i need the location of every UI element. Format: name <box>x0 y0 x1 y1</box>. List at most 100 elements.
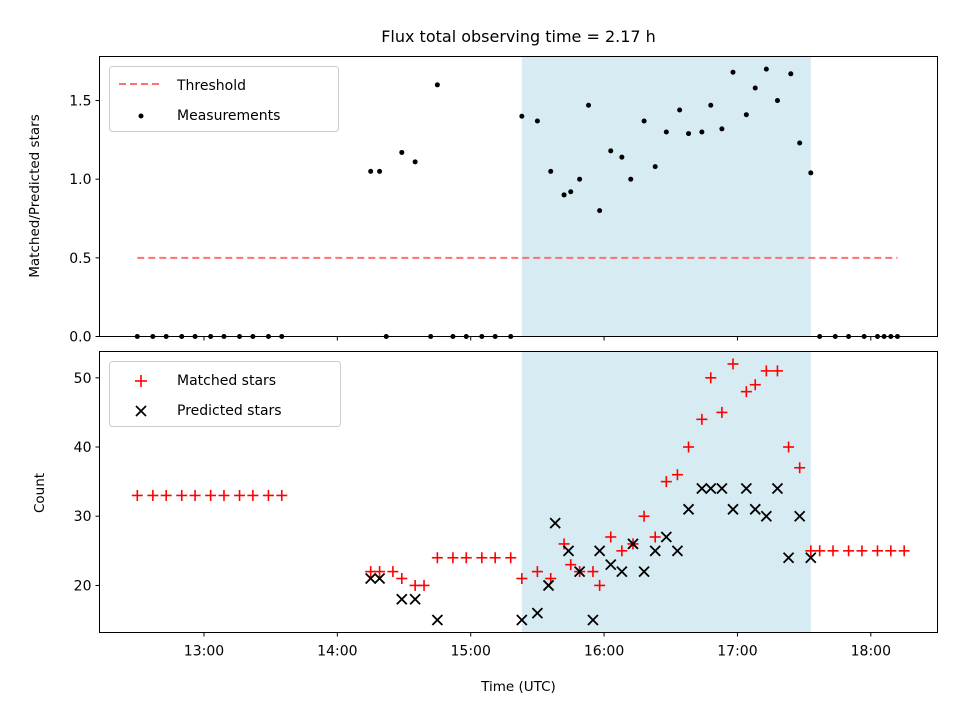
measurement-point <box>377 168 383 174</box>
top-y-axis: 0.0 0.5 1.0 1.5 <box>69 94 100 346</box>
predicted-star-point <box>593 545 606 557</box>
predicted-star-point <box>409 593 421 605</box>
predicted-star-point <box>794 510 806 522</box>
matched-star-point <box>489 552 501 564</box>
legend-matched-swatch <box>135 375 147 387</box>
matched-star-point <box>587 566 599 578</box>
matched-star-point <box>516 573 528 585</box>
legend-predicted-swatch <box>135 405 147 417</box>
measurement-point <box>577 176 583 182</box>
predicted-star-point <box>573 565 586 578</box>
predicted-star-point <box>696 482 708 495</box>
matched-star-point <box>638 510 650 522</box>
predicted-star-point <box>727 503 739 515</box>
bottom-shaded-interval-layer <box>521 351 811 633</box>
bottom-legend: Matched stars Predicted stars <box>109 361 341 427</box>
matched-star-point <box>131 489 143 501</box>
legend-predicted-label: Predicted stars <box>177 403 282 419</box>
y-tick-label: 0.0 <box>69 330 91 346</box>
predicted-star-point <box>638 565 650 578</box>
predicted-star-point <box>760 510 772 522</box>
measurement-point <box>586 102 592 108</box>
matched-star-point <box>374 566 386 578</box>
matched-star-point <box>716 406 728 418</box>
y-tick-label: 0.5 <box>69 251 91 267</box>
matched-star-point <box>147 489 159 501</box>
measurement-point <box>641 118 647 124</box>
measurement-point <box>730 69 736 75</box>
predicted-star-point <box>716 482 728 495</box>
y-tick-label: 1.5 <box>69 94 91 110</box>
measurement-point <box>719 126 725 132</box>
predicted-star-point <box>549 517 561 529</box>
matched-star-point <box>387 566 399 578</box>
matched-star-point <box>749 379 761 391</box>
measurement-point <box>708 102 714 108</box>
measurement-point <box>399 149 405 155</box>
matched-star-point <box>460 552 472 564</box>
matched-star-point <box>649 531 661 543</box>
measurement-point <box>434 82 440 88</box>
matched-star-point <box>476 552 488 564</box>
predicted-star-point <box>516 614 528 626</box>
matched-star-point <box>871 545 883 557</box>
measurement-point <box>548 168 554 174</box>
predicted-star-point <box>431 614 444 626</box>
predicted-star-point <box>740 482 752 495</box>
matched-star-point <box>705 372 717 384</box>
predicted-star-point <box>649 545 661 557</box>
x-tick-label: 15:00 <box>451 644 491 660</box>
matched-star-point <box>814 545 826 557</box>
measurement-point <box>752 85 758 91</box>
measurement-point <box>619 154 625 160</box>
matched-star-point <box>247 489 259 501</box>
predicted-star-point <box>605 559 617 571</box>
matched-star-point <box>396 573 408 585</box>
matched-star-point <box>234 489 246 501</box>
legend-measurements-swatch <box>138 113 144 119</box>
measurement-point <box>608 148 614 154</box>
predicted-star-point <box>771 482 784 495</box>
matched-star-point <box>856 545 868 557</box>
predicted-star-point <box>782 552 795 564</box>
matched-star-point <box>898 545 910 557</box>
y-tick-label: 50 <box>74 371 92 387</box>
top-shaded-interval-layer <box>521 56 811 337</box>
y-tick-label: 40 <box>74 440 92 456</box>
predicted-star-point <box>587 614 599 626</box>
measurement-point <box>743 112 749 118</box>
chart-title: Flux total observing time = 2.17 h <box>381 27 656 46</box>
matched-star-point <box>160 489 172 501</box>
predicted-star-point <box>365 572 377 585</box>
matched-star-point <box>660 476 672 488</box>
matched-star-point <box>727 358 739 370</box>
measurement-point <box>808 170 814 176</box>
measurement-point <box>561 192 567 198</box>
matched-star-point <box>843 545 855 557</box>
x-tick-label: 13:00 <box>184 644 224 660</box>
matched-star-point <box>783 441 795 453</box>
bottom-legend-box <box>109 361 341 427</box>
observing-window-shade <box>521 351 811 633</box>
matched-star-point <box>505 552 517 564</box>
matched-star-point <box>683 441 695 453</box>
legend-matched-label: Matched stars <box>177 373 276 389</box>
measurement-point <box>686 131 692 137</box>
matched-star-point <box>616 545 628 557</box>
predicted-star-point <box>749 503 761 515</box>
predicted-star-point <box>705 482 717 495</box>
x-axis-label: Time (UTC) <box>480 679 556 695</box>
bottom-y-axis-label: Count <box>32 473 48 513</box>
top-panel: 0.0 0.5 1.0 1.5 Matched/Predicted stars Thr… <box>27 56 938 346</box>
predicted-star-point <box>671 545 684 557</box>
measurement-point <box>519 113 525 119</box>
observing-window-shade <box>521 56 811 337</box>
predicted-star-point <box>531 607 544 619</box>
matched-star-point <box>794 462 806 474</box>
predicted-star-point <box>542 579 555 592</box>
matched-star-point <box>189 489 201 501</box>
top-legend: Threshold Measurements <box>109 66 339 132</box>
predicted-star-point <box>616 565 628 578</box>
top-axes-frame <box>99 56 938 337</box>
